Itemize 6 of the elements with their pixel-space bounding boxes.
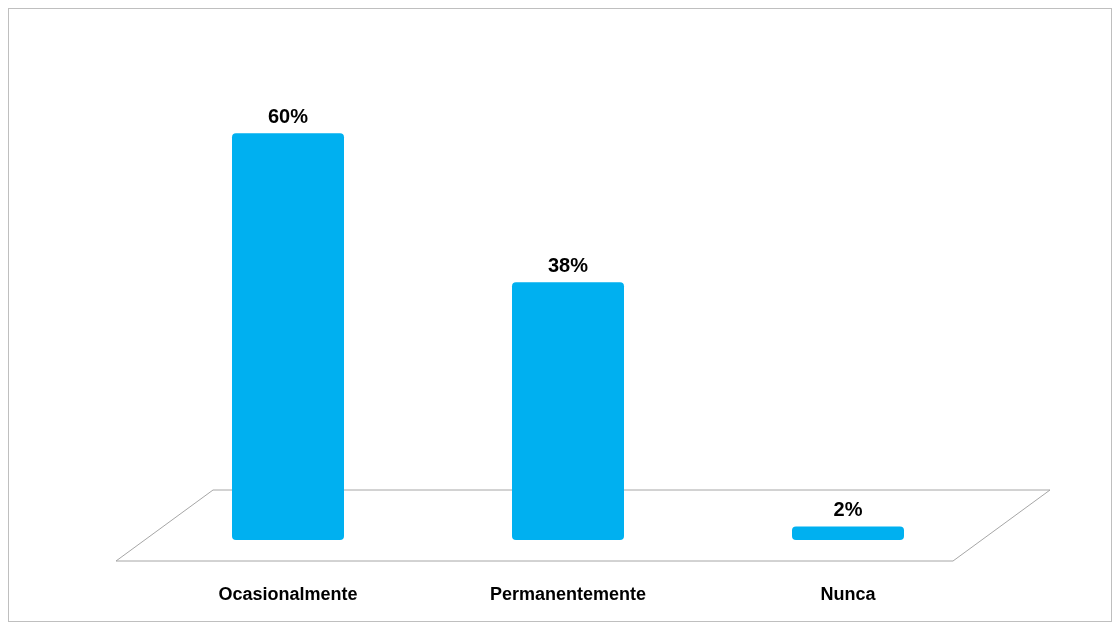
x-tick-label: Ocasionalmente bbox=[218, 584, 358, 604]
data-label: 38% bbox=[547, 254, 589, 277]
data-label: 60% bbox=[267, 105, 309, 128]
data-label: 2% bbox=[833, 498, 863, 521]
x-tick-label: Permanentemente bbox=[489, 584, 647, 604]
x-tick-label: Nunca bbox=[820, 584, 877, 604]
